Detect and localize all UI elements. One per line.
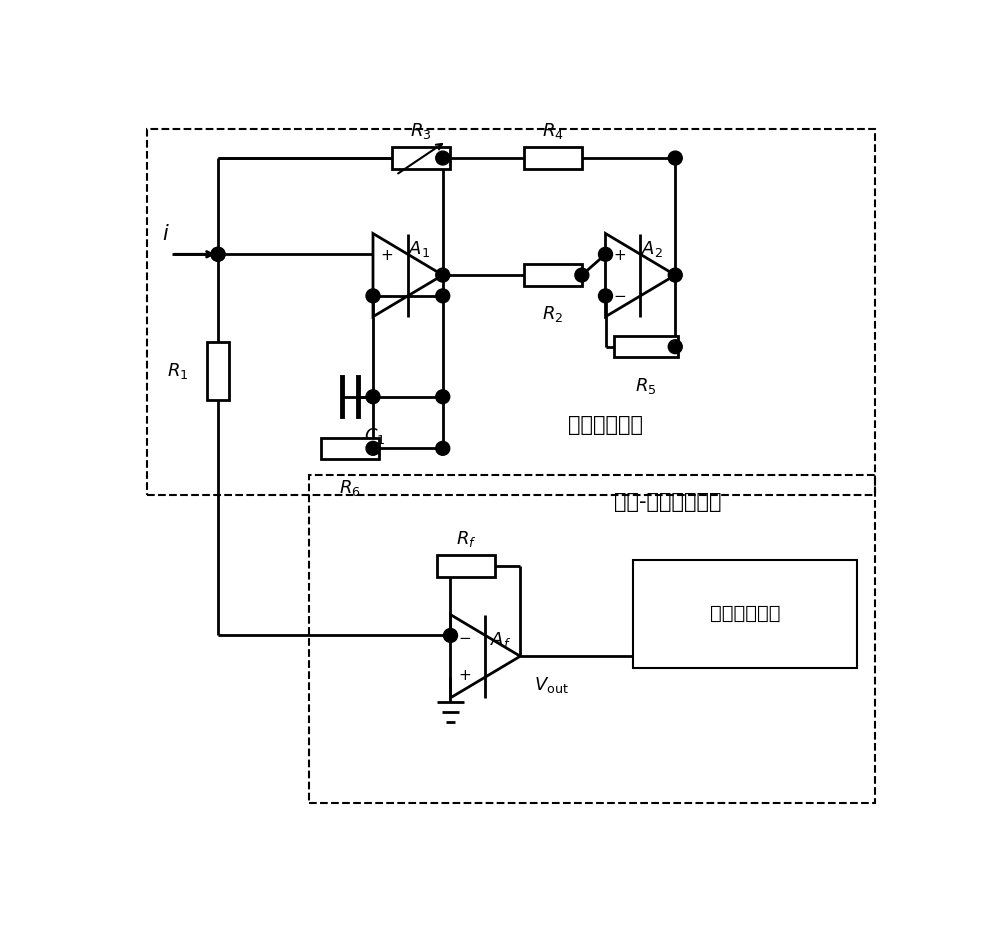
Text: $R_5$: $R_5$ [635,376,657,396]
Text: $R_f$: $R_f$ [456,529,476,549]
Text: $+$: $+$ [380,248,394,263]
Circle shape [436,151,450,165]
Text: $A_1$: $A_1$ [408,239,431,258]
Circle shape [599,289,612,303]
Circle shape [599,247,612,261]
Text: $A_2$: $A_2$ [641,239,663,258]
Circle shape [668,340,682,353]
Bar [524,265,582,286]
Text: $R_2$: $R_2$ [542,305,563,324]
Bar [321,437,379,459]
Text: $V_{\mathrm{out}}$: $V_{\mathrm{out}}$ [534,676,569,695]
Circle shape [211,247,225,261]
Circle shape [436,268,450,282]
Text: 电流-电压转换电路: 电流-电压转换电路 [614,492,721,513]
FancyBboxPatch shape [633,560,857,668]
Text: $+$: $+$ [613,248,626,263]
Circle shape [436,442,450,455]
Bar [437,555,495,577]
Circle shape [366,390,380,404]
Circle shape [436,289,450,303]
Text: $C_1$: $C_1$ [364,426,385,446]
Text: $-$: $-$ [458,629,471,644]
Circle shape [668,151,682,165]
Circle shape [668,268,682,282]
Bar [207,342,229,400]
Text: $R_6$: $R_6$ [339,477,361,498]
Text: 虚拟电感模块: 虚拟电感模块 [568,416,643,435]
Text: $-$: $-$ [613,287,626,302]
Text: $R_3$: $R_3$ [410,121,432,141]
Circle shape [211,247,225,261]
Text: 信号后续处理: 信号后续处理 [710,604,780,624]
Text: $+$: $+$ [458,668,471,683]
Bar [614,336,678,358]
Circle shape [436,390,450,404]
Circle shape [366,442,380,455]
Text: $A_f$: $A_f$ [490,630,512,650]
Bar [524,147,582,169]
Text: $-$: $-$ [380,287,394,302]
Circle shape [575,268,589,282]
Bar [392,147,450,169]
Circle shape [444,628,457,642]
Text: $R_4$: $R_4$ [542,121,564,141]
Text: $R_1$: $R_1$ [167,362,189,381]
Text: $i$: $i$ [162,225,170,244]
Circle shape [366,289,380,303]
